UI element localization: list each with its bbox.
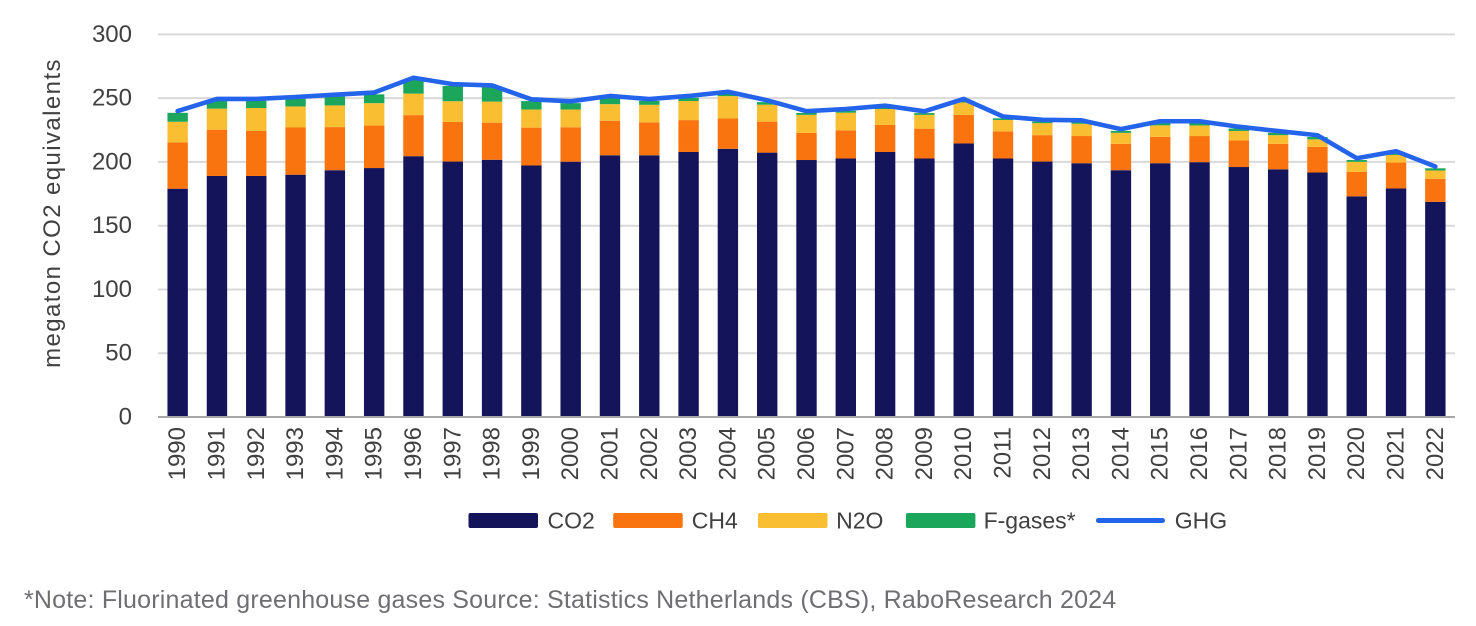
svg-text:2005: 2005 xyxy=(754,427,781,480)
svg-text:2004: 2004 xyxy=(714,427,741,480)
svg-text:2003: 2003 xyxy=(675,427,702,480)
svg-text:CH4: CH4 xyxy=(692,508,738,534)
svg-text:2000: 2000 xyxy=(557,427,584,480)
svg-text:2012: 2012 xyxy=(1029,427,1056,480)
svg-text:2014: 2014 xyxy=(1107,427,1134,480)
svg-text:1997: 1997 xyxy=(439,427,466,480)
svg-text:2009: 2009 xyxy=(911,427,938,480)
svg-text:1998: 1998 xyxy=(479,427,506,480)
svg-text:2006: 2006 xyxy=(793,427,820,480)
svg-text:0: 0 xyxy=(119,404,132,431)
svg-text:1999: 1999 xyxy=(518,427,545,480)
svg-text:300: 300 xyxy=(92,21,132,48)
svg-text:1994: 1994 xyxy=(321,427,348,480)
svg-text:250: 250 xyxy=(92,85,132,112)
svg-text:*Note: Fluorinated greenhouse: *Note: Fluorinated greenhouse gases Sour… xyxy=(24,586,1116,614)
svg-text:CO2: CO2 xyxy=(548,508,595,534)
svg-text:2017: 2017 xyxy=(1225,427,1252,480)
svg-text:2019: 2019 xyxy=(1304,427,1331,480)
svg-text:100: 100 xyxy=(92,276,132,303)
svg-text:2013: 2013 xyxy=(1068,427,1095,480)
svg-text:150: 150 xyxy=(92,212,132,239)
svg-text:1996: 1996 xyxy=(400,427,427,480)
svg-text:1992: 1992 xyxy=(243,427,270,480)
svg-text:200: 200 xyxy=(92,148,132,175)
svg-text:2008: 2008 xyxy=(872,427,899,480)
svg-text:2020: 2020 xyxy=(1343,427,1370,480)
svg-text:2015: 2015 xyxy=(1147,427,1174,480)
svg-text:1993: 1993 xyxy=(282,427,309,480)
svg-text:megaton CO2 equivalents: megaton CO2 equivalents xyxy=(39,58,66,368)
svg-text:GHG: GHG xyxy=(1175,508,1227,534)
svg-text:2022: 2022 xyxy=(1422,427,1449,480)
svg-text:N2O: N2O xyxy=(836,508,883,534)
svg-text:50: 50 xyxy=(105,340,132,367)
svg-text:2016: 2016 xyxy=(1186,427,1213,480)
svg-text:2007: 2007 xyxy=(832,427,859,480)
svg-text:1991: 1991 xyxy=(203,427,230,480)
svg-text:2001: 2001 xyxy=(596,427,623,480)
svg-text:2002: 2002 xyxy=(636,427,663,480)
svg-text:1995: 1995 xyxy=(361,427,388,480)
svg-text:1990: 1990 xyxy=(164,427,191,480)
svg-text:2018: 2018 xyxy=(1265,427,1292,480)
svg-text:2010: 2010 xyxy=(950,427,977,480)
svg-text:F-gases*: F-gases* xyxy=(984,508,1076,534)
svg-text:2021: 2021 xyxy=(1383,427,1410,480)
svg-text:2011: 2011 xyxy=(990,427,1017,479)
